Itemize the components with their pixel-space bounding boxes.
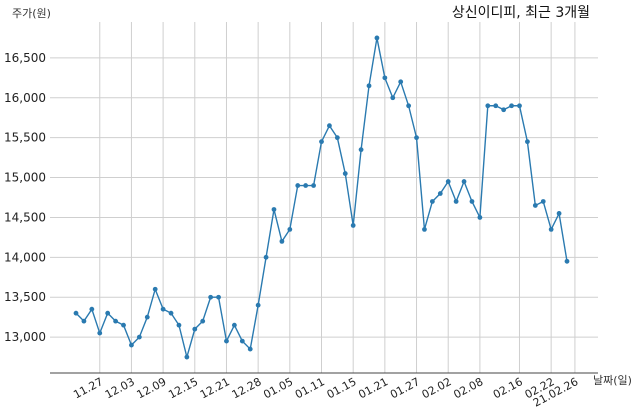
data-point xyxy=(437,191,443,196)
data-point xyxy=(469,199,475,204)
data-point xyxy=(390,95,396,101)
data-point xyxy=(152,286,158,292)
data-point xyxy=(287,227,293,232)
data-point xyxy=(271,207,277,212)
data-point xyxy=(192,326,198,332)
y-tick-label: 14,000 xyxy=(4,250,46,264)
data-point xyxy=(113,318,118,324)
data-point xyxy=(200,318,206,324)
y-tick-label: 16,500 xyxy=(4,51,46,65)
x-axis-label: 날짜(일) xyxy=(593,373,632,387)
data-point xyxy=(493,103,499,109)
x-tick-label: 02.16 xyxy=(491,375,525,401)
data-point xyxy=(477,215,483,220)
data-point xyxy=(184,354,190,360)
data-point xyxy=(89,306,95,312)
x-tick-label: 01.15 xyxy=(325,375,359,401)
data-point xyxy=(160,306,166,312)
x-tick-label: 12.15 xyxy=(166,375,200,401)
x-tick-label: 01.11 xyxy=(293,375,327,401)
data-point xyxy=(129,342,134,348)
data-point xyxy=(509,103,514,109)
data-point xyxy=(81,318,87,324)
data-point xyxy=(144,314,150,320)
data-point xyxy=(334,135,340,141)
data-point xyxy=(517,103,522,109)
data-point xyxy=(366,83,372,89)
data-point xyxy=(231,322,237,328)
data-point xyxy=(136,334,142,340)
data-point xyxy=(501,107,507,113)
x-tick-label: 02.08 xyxy=(451,375,485,401)
data-point xyxy=(342,171,348,176)
x-gridlines xyxy=(99,22,576,373)
data-point xyxy=(429,199,435,204)
data-point xyxy=(105,310,111,316)
data-point xyxy=(295,183,301,188)
data-point xyxy=(564,258,570,264)
x-tick-label: 11.27 xyxy=(71,375,105,401)
y-tick-labels: 13,000 13,500 14,000 14,500 15,000 15,500 16,0… xyxy=(4,51,46,344)
y-tick-label: 13,500 xyxy=(4,290,46,304)
x-tick-label: 01.05 xyxy=(261,375,295,401)
data-point xyxy=(548,227,554,232)
y-tick-label: 14,500 xyxy=(4,210,46,224)
data-point xyxy=(73,310,79,316)
x-tick-label: 02.02 xyxy=(420,375,454,401)
x-tick-label: 12.21 xyxy=(198,375,232,401)
data-point xyxy=(97,330,103,336)
x-tick-label: 12.09 xyxy=(135,375,169,401)
y-tick-label: 16,000 xyxy=(4,91,46,105)
data-point xyxy=(216,294,221,300)
x-tick-label: 01.27 xyxy=(388,375,422,401)
x-tick-label: 12.28 xyxy=(230,375,264,401)
data-point xyxy=(461,179,467,184)
x-tick-labels: 11.2712.0312.0912.1512.2112.2801.0501.11… xyxy=(71,375,580,409)
y-tick-label: 13,000 xyxy=(4,330,46,344)
data-point xyxy=(319,139,324,145)
data-point xyxy=(358,147,364,153)
data-point xyxy=(374,35,380,41)
data-point xyxy=(168,310,174,316)
data-point xyxy=(445,179,451,184)
data-point xyxy=(208,294,214,300)
data-point xyxy=(540,199,546,204)
data-point xyxy=(422,227,427,232)
data-point xyxy=(556,211,562,216)
data-point xyxy=(239,338,245,344)
data-point xyxy=(224,338,229,344)
data-point xyxy=(532,203,538,208)
y-gridlines xyxy=(50,57,598,338)
chart-title: 상신이디피, 최근 3개월 xyxy=(452,5,590,21)
data-point xyxy=(303,183,309,188)
data-point xyxy=(414,135,419,141)
price-series-points xyxy=(73,35,570,360)
data-point xyxy=(327,123,332,129)
y-tick-label: 15,500 xyxy=(4,131,46,145)
data-point xyxy=(247,346,253,352)
data-point xyxy=(406,103,412,109)
data-point xyxy=(398,79,404,85)
data-point xyxy=(263,254,269,260)
data-point xyxy=(121,322,126,328)
x-tick-label: 01.21 xyxy=(356,375,390,401)
data-point xyxy=(350,223,356,228)
y-axis-label: 주가(원) xyxy=(12,7,51,20)
data-point xyxy=(279,238,285,244)
x-tick-label: 12.03 xyxy=(103,375,137,401)
data-point xyxy=(176,322,182,328)
data-point xyxy=(382,75,388,81)
data-point xyxy=(255,302,261,308)
data-point xyxy=(453,199,459,204)
data-point xyxy=(311,183,316,188)
data-point xyxy=(485,103,491,109)
y-tick-label: 15,000 xyxy=(4,171,46,185)
data-point xyxy=(525,139,530,145)
